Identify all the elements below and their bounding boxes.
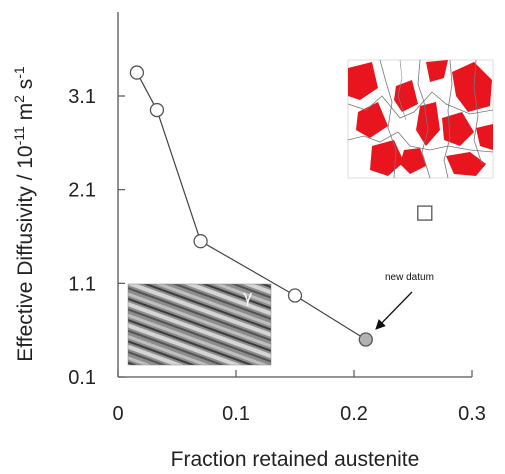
data-point bbox=[193, 234, 208, 249]
y-axis-title-main: Effective Diffusivity / 10 bbox=[14, 145, 37, 361]
y-tick-label: 1.1 bbox=[68, 273, 96, 295]
axis-ticks bbox=[117, 95, 473, 378]
y-axis-title-end: s bbox=[14, 79, 37, 95]
y-axis-title-exp1: -11 bbox=[11, 126, 27, 145]
tick-labels: 0 0.1 0.2 0.3 0.1 1.1 2.1 3.1 bbox=[68, 86, 486, 425]
annotation-arrow bbox=[375, 291, 413, 330]
data-point-square bbox=[417, 205, 433, 221]
data-point bbox=[129, 65, 145, 80]
y-tick-label: 3.1 bbox=[68, 86, 96, 108]
data-point bbox=[149, 102, 165, 118]
y-axis-title: Effective Diffusivity / 10-11 m2 s-1 bbox=[11, 66, 37, 362]
x-tick-label: 0.1 bbox=[222, 403, 250, 425]
x-tick-label: 0.3 bbox=[458, 403, 486, 425]
x-axis-title: Fraction retained austenite bbox=[171, 448, 420, 471]
inset-gamma-label: γ bbox=[243, 287, 252, 306]
inset-micrograph-martensite bbox=[127, 283, 272, 366]
y-axis-title-exp2: 2 bbox=[11, 95, 27, 103]
x-tick-label: 0 bbox=[112, 403, 123, 425]
inset-micrograph-ferrite bbox=[347, 59, 494, 179]
y-axis-title-mid: m bbox=[14, 103, 37, 126]
data-point-new-datum bbox=[358, 332, 373, 347]
annotation-new-datum: new datum bbox=[385, 272, 434, 283]
y-axis-title-exp3: -1 bbox=[11, 66, 27, 79]
data-point bbox=[287, 288, 303, 303]
y-tick-label: 2.1 bbox=[68, 180, 96, 202]
y-tick-label: 0.1 bbox=[68, 367, 96, 389]
data-markers bbox=[129, 65, 433, 347]
x-tick-label: 0.2 bbox=[340, 403, 368, 425]
